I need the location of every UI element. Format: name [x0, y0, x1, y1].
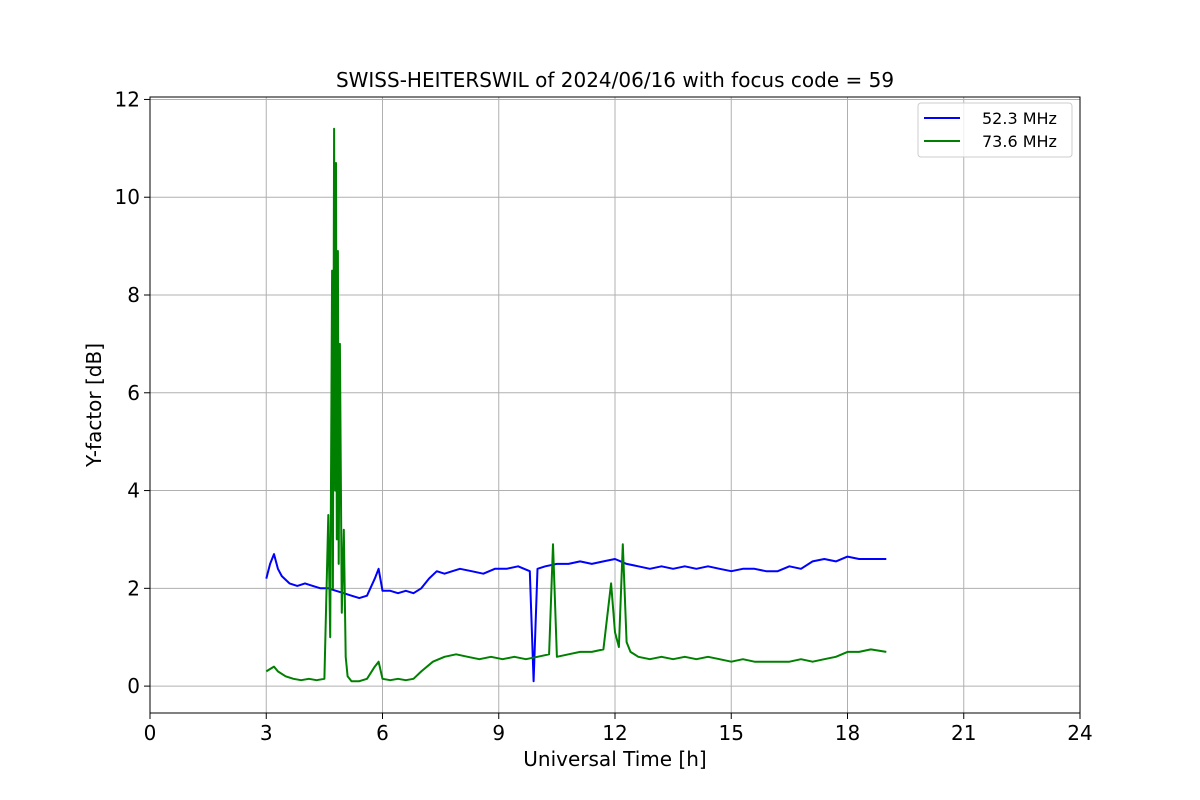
x-tick-label: 3	[260, 721, 273, 745]
legend-box	[917, 102, 1073, 158]
x-tick-label: 0	[144, 721, 157, 745]
chart-title: SWISS-HEITERSWIL of 2024/06/16 with focu…	[336, 68, 894, 92]
x-tick-label: 21	[951, 721, 976, 745]
series-line-1	[265, 553, 887, 683]
series-layer	[265, 127, 887, 683]
y-tick-label: 12	[115, 87, 140, 111]
y-axis-title: Y-factor [dB]	[82, 343, 106, 468]
y-tick-label: 0	[127, 674, 140, 698]
x-axis-title: Universal Time [h]	[523, 747, 706, 771]
y-tick-label: 2	[127, 576, 140, 600]
x-tick-label: 6	[376, 721, 389, 745]
y-tick-label: 4	[127, 479, 140, 503]
x-tick-label: 15	[719, 721, 744, 745]
y-tick-label: 8	[127, 283, 140, 307]
x-tick-label: 18	[835, 721, 860, 745]
y-tick-label: 10	[115, 185, 140, 209]
legend-label: 73.6 MHz	[982, 132, 1057, 151]
series-line-2	[265, 127, 887, 683]
x-tick-label: 12	[602, 721, 627, 745]
y-tick-label: 6	[127, 381, 140, 405]
legend: 52.3 MHz 73.6 MHz	[917, 102, 1073, 158]
x-tick-label: 24	[1067, 721, 1092, 745]
x-tick-label: 9	[492, 721, 505, 745]
legend-label: 52.3 MHz	[982, 109, 1057, 128]
